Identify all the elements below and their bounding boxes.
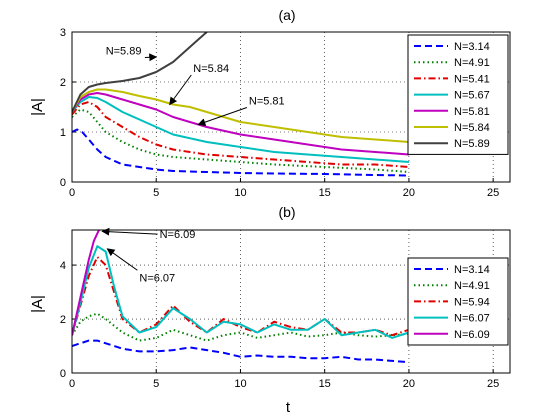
panel-b-title: (b)	[278, 204, 295, 220]
panel-a-series-n-5-67	[72, 96, 409, 163]
panel-b-series-n-6-07	[72, 245, 410, 339]
panel-b-annotations: N=6.09 N=6.07	[101, 227, 196, 284]
panel-a-annotation-n-5-89: N=5.89	[106, 46, 142, 58]
panel-b-legend-label-n-5-94: N=5.94	[454, 296, 490, 308]
panel-b-x-tick-label: 0	[69, 378, 75, 390]
panel-a-annotation-arrow	[144, 53, 158, 62]
panel-b-annotation-n-6-07: N=6.07	[139, 272, 175, 284]
panel-b-ticks: 0 5 10 15 20 25 0 2 4	[60, 260, 499, 390]
panel-b-legend-label-n-6-09: N=6.09	[454, 329, 490, 341]
panel-b-y-tick-label: 2	[60, 314, 66, 326]
panel-a-annotation-arrow	[169, 74, 192, 106]
panel-b-x-tick-label: 25	[487, 378, 499, 390]
panel-a-x-tick-label: 10	[234, 187, 246, 199]
panel-b-annotation-arrow	[101, 227, 158, 236]
panel-a-series-layer	[72, 32, 409, 177]
panel-a-annotation-n-5-81: N=5.81	[249, 96, 285, 108]
panel-b-annotation-n-6-09: N=6.09	[160, 229, 196, 241]
panel-b-x-tick-label: 10	[234, 378, 246, 390]
panel-a-x-tick-label: 15	[319, 187, 331, 199]
panel-b-series-n-4-91	[72, 312, 409, 342]
panel-a-legend-label-n-5-67: N=5.67	[454, 90, 490, 102]
panel-a-title: (a)	[278, 7, 295, 23]
panel-b-annotation-arrow	[106, 248, 138, 271]
panel-a-x-tick-label: 5	[153, 187, 159, 199]
panel-a-y-tick-label: 0	[60, 177, 66, 189]
panel-a-legend-label-n-3-14: N=3.14	[454, 41, 490, 53]
panel-b-legend-label-n-4-91: N=4.91	[454, 280, 490, 292]
panel-a-x-tick-label: 0	[69, 187, 75, 199]
panel-b-series-n-5-94	[72, 256, 410, 337]
panel-b-x-axis-label: t	[286, 399, 291, 416]
panel-b-series-n-6-09	[72, 230, 100, 336]
panel-b-grid	[72, 230, 510, 373]
panel-a-series-n-3-14	[72, 128, 409, 177]
panel-a-series-n-5-41	[72, 101, 409, 168]
panel-a-plot-frame	[71, 31, 511, 183]
panel-b-y-tick-label: 4	[60, 260, 66, 272]
panel-a-annotations: N=5.89 N=5.84 N=5.81	[106, 46, 285, 126]
panel-b-x-tick-label: 5	[153, 378, 159, 390]
panel-a-legend-label-n-5-84: N=5.84	[454, 122, 490, 134]
panel-a-series-n-5-84	[72, 88, 409, 143]
panel-b: (b) |A| t 0 5 10 15 20 25 0 2 4 N=6.09 N=6.07 N=3…	[29, 204, 511, 416]
panel-b-y-tick-label: 0	[60, 368, 66, 380]
panel-b-series-n-3-14	[72, 339, 409, 364]
panel-a-legend: N=3.14 N=4.91 N=5.41 N=5.67 N=5.81 N=5.84 N=5.…	[407, 34, 509, 155]
panel-a-x-tick-label: 20	[403, 187, 415, 199]
panel-b-legend-label-n-3-14: N=3.14	[454, 264, 490, 276]
panel-b-series-layer	[72, 230, 410, 364]
panel-b-legend: N=3.14 N=4.91 N=5.94 N=6.07 N=6.09	[407, 257, 509, 346]
panel-b-x-tick-label: 15	[319, 378, 331, 390]
panel-b-y-axis-label: |A|	[29, 295, 46, 313]
panel-b-legend-label-n-6-07: N=6.07	[454, 313, 490, 325]
panel-a-legend-label-n-5-81: N=5.81	[454, 106, 490, 118]
panel-a-y-tick-label: 2	[60, 77, 66, 89]
panel-a-series-n-5-81	[72, 92, 409, 156]
panel-a-legend-label-n-5-89: N=5.89	[454, 138, 490, 150]
panel-a-y-axis-label: |A|	[29, 98, 46, 116]
panel-a-legend-label-n-4-91: N=4.91	[454, 57, 490, 69]
panel-a-x-tick-label: 25	[487, 187, 499, 199]
panel-a-series-n-5-89	[72, 32, 208, 113]
panel-a-annotation-arrow	[197, 107, 248, 126]
panel-a-legend-label-n-5-41: N=5.41	[454, 73, 490, 85]
panel-b-x-tick-label: 20	[403, 378, 415, 390]
panel-a-y-tick-label: 3	[60, 27, 66, 39]
panel-a-annotation-n-5-84: N=5.84	[193, 63, 229, 75]
panel-a-ticks: 0 5 10 15 20 25 0 1 2 3	[60, 27, 499, 199]
panel-a-y-tick-label: 1	[60, 127, 66, 139]
panel-b-plot-frame	[71, 229, 511, 374]
